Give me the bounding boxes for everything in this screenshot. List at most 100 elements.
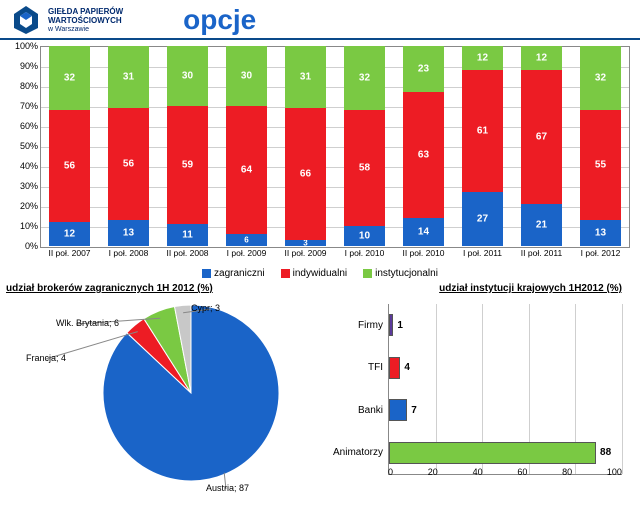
segment-value: 11 <box>182 230 193 241</box>
segment-value: 59 <box>182 160 193 171</box>
segment-value: 14 <box>418 227 429 238</box>
header: GIEŁDA PAPIERÓW WARTOŚCIOWYCH w Warszawi… <box>0 0 640 40</box>
x-label: II poł. 2007 <box>40 248 99 258</box>
bar-column: 125632 <box>40 46 99 246</box>
x-label: I poł. 2009 <box>217 248 276 258</box>
hbar-value: 1 <box>397 320 403 331</box>
legend-swatch <box>281 269 290 278</box>
bar-segment: 13 <box>108 220 149 246</box>
segment-value: 56 <box>123 159 134 170</box>
legend-label: zagraniczni <box>214 268 265 279</box>
segment-value: 66 <box>300 169 311 180</box>
x-label: I poł. 2012 <box>571 248 630 258</box>
pie-callout: Wlk. Brytania; 6 <box>56 318 119 328</box>
bar-segment: 11 <box>167 224 208 246</box>
segment-value: 55 <box>595 160 606 171</box>
stacked-bar: 10 58 32 <box>344 46 385 246</box>
lower-row: udział brokerów zagranicznych 1H 2012 (%… <box>6 283 634 513</box>
hbar-row: TFI4 <box>389 356 622 380</box>
legend-swatch <box>363 269 372 278</box>
x-label: II poł. 2009 <box>276 248 335 258</box>
page-title: opcje <box>183 4 256 36</box>
segment-value: 64 <box>241 165 252 176</box>
bar-segment: 64 <box>226 106 267 234</box>
y-tick: 50% <box>20 141 38 151</box>
segment-value: 13 <box>123 228 134 239</box>
y-tick: 20% <box>20 201 38 211</box>
bar-segment: 21 <box>521 204 562 246</box>
legend-swatch <box>202 269 211 278</box>
bar-segment: 13 <box>580 220 621 246</box>
stacked-bar: 14 63 23 <box>403 46 444 246</box>
segment-value: 32 <box>64 73 75 84</box>
hbar-value: 4 <box>404 362 410 373</box>
hbar-x-tick: 100 <box>607 467 622 477</box>
pie-svg <box>96 298 286 488</box>
x-label: I poł. 2011 <box>453 248 512 258</box>
stacked-bar: 13 56 31 <box>108 46 149 246</box>
segment-value: 56 <box>64 161 75 172</box>
x-label: I poł. 2008 <box>99 248 158 258</box>
hbar-x-labels: 020406080100 <box>388 467 622 477</box>
bar-segment: 32 <box>580 46 621 110</box>
hbar-bar <box>389 442 596 464</box>
y-tick: 80% <box>20 81 38 91</box>
hbar-category: TFI <box>368 362 383 373</box>
x-axis-labels: II poł. 2007I poł. 2008II poł. 2008I poł… <box>40 248 630 258</box>
hbar-x-tick: 20 <box>428 467 438 477</box>
bar-segment: 14 <box>403 218 444 246</box>
bar-segment: 67 <box>521 70 562 204</box>
bar-segment: 23 <box>403 46 444 92</box>
bar-segment: 56 <box>108 108 149 220</box>
logo-text: GIEŁDA PAPIERÓW WARTOŚCIOWYCH w Warszawi… <box>48 7 123 34</box>
stacked-bar: 13 55 32 <box>580 46 621 246</box>
hbar-category: Animatorzy <box>333 447 383 458</box>
bar-column: 14 63 23 <box>394 46 453 246</box>
segment-value: 32 <box>359 73 370 84</box>
org-line3: w Warszawie <box>48 25 123 34</box>
hbar-value: 88 <box>600 447 611 458</box>
hbar-title: udział instytucji krajowych 1H2012 (%) <box>332 283 622 294</box>
bar-column: 13 55 32 <box>571 46 630 246</box>
hbar-bar <box>389 314 393 336</box>
org-line1: GIEŁDA PAPIERÓW <box>48 7 123 16</box>
y-tick: 100% <box>15 41 38 51</box>
y-tick: 30% <box>20 181 38 191</box>
bar-segment: 56 <box>49 110 90 222</box>
hbar-x-tick: 80 <box>562 467 572 477</box>
y-tick: 0% <box>25 241 38 251</box>
h-gridline <box>622 304 623 474</box>
bar-segment: 58 <box>344 110 385 226</box>
bar-segment: 31 <box>108 46 149 108</box>
segment-value: 63 <box>418 150 429 161</box>
bar-segment: 61 <box>462 70 503 192</box>
bar-segment: 12 <box>462 46 503 70</box>
x-label: II poł. 2008 <box>158 248 217 258</box>
x-label: II poł. 2011 <box>512 248 571 258</box>
bar-segment: 59 <box>167 106 208 224</box>
segment-value: 58 <box>359 163 370 174</box>
stacked-bar: 216712 <box>521 46 562 246</box>
bar-segment: 6 <box>226 234 267 246</box>
pie-panel: udział brokerów zagranicznych 1H 2012 (%… <box>6 283 326 513</box>
hbar-value: 7 <box>411 405 417 416</box>
bar-segment: 63 <box>403 92 444 218</box>
pie-chart <box>96 298 286 488</box>
legend-item: indywidualni <box>281 268 347 279</box>
hbar-bar <box>389 357 400 379</box>
stacked-legend: zagraniczniindywidualniinstytucjonalni <box>0 268 640 279</box>
y-tick: 40% <box>20 161 38 171</box>
bar-segment: 30 <box>226 46 267 106</box>
bar-segment: 27 <box>462 192 503 246</box>
hbar-row: Animatorzy88 <box>389 441 622 465</box>
segment-value: 10 <box>359 231 370 242</box>
bar-segment: 66 <box>285 108 326 240</box>
logo: GIEŁDA PAPIERÓW WARTOŚCIOWYCH w Warszawi… <box>10 4 123 36</box>
legend-item: zagraniczni <box>202 268 265 279</box>
bar-column: 115930 <box>158 46 217 246</box>
bar-segment: 32 <box>344 46 385 110</box>
hbar-row: Banki7 <box>389 398 622 422</box>
bar-segment: 32 <box>49 46 90 110</box>
pie-callout: Austria; 87 <box>206 483 249 493</box>
segment-value: 67 <box>536 132 547 143</box>
